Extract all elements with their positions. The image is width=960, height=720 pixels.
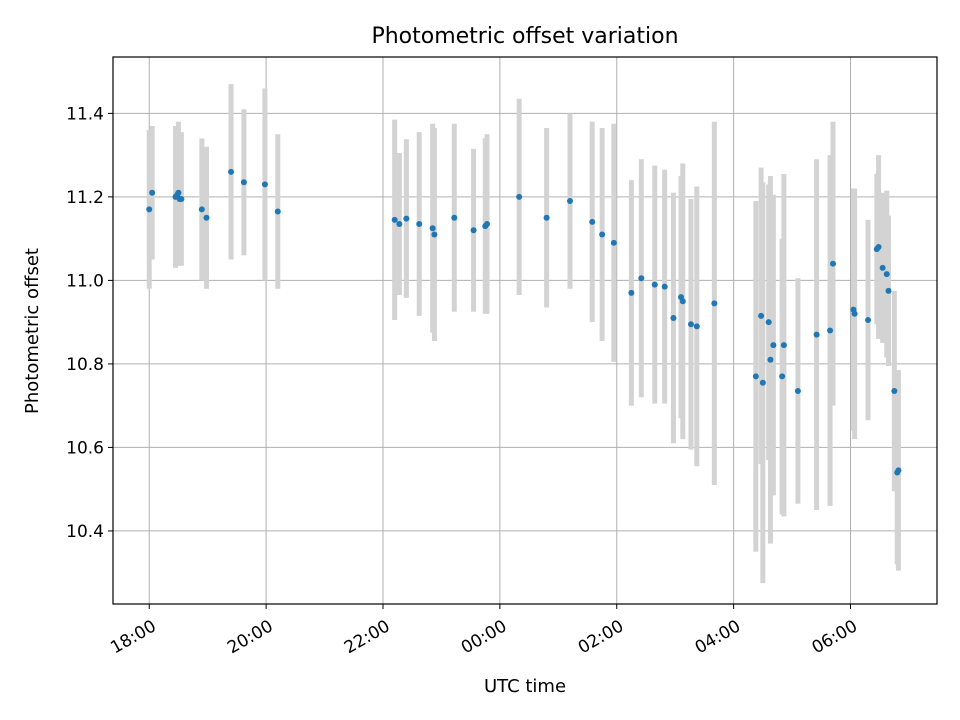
x-tick-label: 04:00 <box>692 616 744 658</box>
x-tick-label: 02:00 <box>575 616 627 658</box>
data-point <box>827 327 834 334</box>
data-point <box>895 467 902 474</box>
data-point <box>203 214 210 221</box>
x-tick-label: 20:00 <box>224 616 276 658</box>
y-tick-label: 10.4 <box>66 522 104 542</box>
data-point <box>516 193 523 200</box>
error-bars <box>146 84 901 584</box>
data-point <box>759 379 766 386</box>
grid <box>113 57 937 604</box>
data-point <box>403 215 410 222</box>
y-axis-label: Photometric offset <box>22 248 43 414</box>
data-point <box>638 275 645 282</box>
data-point <box>891 388 898 395</box>
data-point <box>779 373 786 380</box>
data-point <box>780 342 787 349</box>
data-point <box>879 264 886 271</box>
data-point <box>628 289 635 296</box>
chart-title: Photometric offset variation <box>371 24 678 49</box>
data-point <box>865 317 872 324</box>
data-point <box>146 206 153 213</box>
data-point <box>693 323 700 330</box>
data-point <box>240 179 247 186</box>
data-point <box>470 227 477 234</box>
data-point <box>431 231 438 238</box>
x-axis-ticks: 18:00 20:00 22:00 00:00 02:00 04:00 06:00 <box>107 604 861 658</box>
data-point <box>661 283 668 290</box>
data-point <box>274 208 281 215</box>
data-point <box>679 298 686 305</box>
data-point <box>543 214 550 221</box>
data-point <box>451 214 458 221</box>
data-point <box>711 300 718 307</box>
data-point <box>566 198 573 205</box>
data-point <box>589 218 596 225</box>
data-point <box>429 225 436 232</box>
data-point <box>651 281 658 288</box>
data-point <box>175 189 182 196</box>
data-point <box>687 321 694 328</box>
data-point <box>829 260 836 267</box>
data-point <box>610 239 617 246</box>
data-point <box>228 168 235 175</box>
data-point <box>391 216 398 223</box>
x-tick-label: 22:00 <box>341 616 393 658</box>
y-tick-label: 10.8 <box>66 355 104 375</box>
data-points <box>146 168 902 476</box>
y-axis-ticks: 10.4 10.6 10.8 11.0 11.2 11.4 <box>66 104 113 542</box>
y-tick-label: 11.4 <box>66 104 104 124</box>
x-tick-label: 06:00 <box>809 616 861 658</box>
y-tick-label: 11.0 <box>66 271 104 291</box>
data-point <box>198 206 205 213</box>
data-point <box>794 388 801 395</box>
y-tick-label: 10.6 <box>66 438 104 458</box>
data-point <box>416 221 423 228</box>
data-point <box>813 331 820 338</box>
x-tick-label: 00:00 <box>458 616 510 658</box>
data-point <box>885 287 892 294</box>
data-point <box>261 181 268 188</box>
data-point <box>599 231 606 238</box>
data-point <box>765 319 772 326</box>
data-point <box>875 243 882 250</box>
plot-frame <box>112 56 938 605</box>
data-point <box>484 221 491 228</box>
data-point <box>758 312 765 319</box>
data-point <box>178 195 185 202</box>
data-point <box>670 314 677 321</box>
data-point <box>851 310 858 317</box>
x-tick-label: 18:00 <box>107 616 159 658</box>
data-point <box>149 189 156 196</box>
x-axis-label: UTC time <box>484 676 566 697</box>
data-point <box>767 356 774 363</box>
data-point <box>883 271 890 278</box>
data-point <box>752 373 759 380</box>
data-point <box>770 342 777 349</box>
data-point <box>396 221 403 228</box>
y-tick-label: 11.2 <box>66 188 104 208</box>
